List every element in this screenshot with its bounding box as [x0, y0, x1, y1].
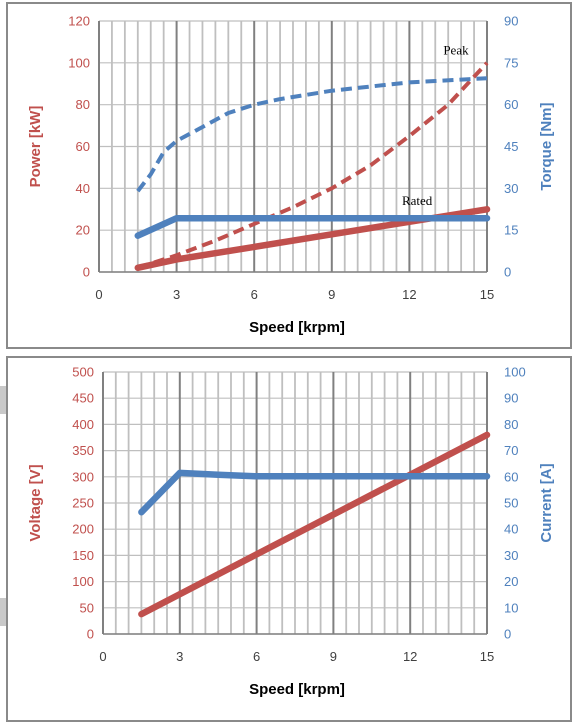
power-torque-series-line-blue-solid: [134, 214, 491, 239]
power-torque-chart: 0 3 6 9 12 15 0 20 40 60 80 100 120 0 15 30 45 60 75 90 Spee…: [27, 14, 555, 337]
x-tick-label: 3: [173, 287, 180, 302]
right-y-tick-label: 100: [504, 365, 526, 380]
voltage-current-grid: [102, 371, 488, 635]
power-torque-grid: [98, 20, 488, 273]
x-tick-label: 0: [95, 287, 102, 302]
left-y-tick-label: 300: [72, 469, 94, 484]
left-y-tick-label: 20: [76, 223, 90, 238]
left-y-tick-label: 40: [76, 181, 90, 196]
voltage-current-series-line-red-solid: [138, 431, 491, 618]
x-tick-label: 9: [330, 649, 337, 664]
right-y-tick-label: 60: [504, 469, 518, 484]
right-y-tick-label: 0: [504, 265, 511, 280]
x-tick-label: 12: [402, 287, 416, 302]
left-y-tick-label: 60: [76, 139, 90, 154]
left-edge-marker: [0, 386, 6, 414]
power-torque-series-line-red-dashed: [137, 61, 489, 270]
left-y-tick-label: 80: [76, 97, 90, 112]
right-y-tick-label: 0: [504, 627, 511, 642]
left-y-tick-label: 250: [72, 496, 94, 511]
left-y-tick-label: 0: [83, 265, 90, 280]
chart-annotation: Rated: [402, 193, 433, 208]
right-y-tick-label: 15: [504, 223, 518, 238]
left-y-tick-label: 120: [68, 14, 90, 29]
right-y-tick-label: 90: [504, 14, 518, 29]
left-y-tick-label: 150: [72, 548, 94, 563]
left-y-tick-label: 350: [72, 443, 94, 458]
left-y-tick-label: 500: [72, 365, 94, 380]
chart-annotation: Peak: [443, 42, 469, 57]
right-y-tick-label: 40: [504, 522, 518, 537]
x-tick-label: 12: [403, 649, 417, 664]
x-axis-title: Speed [krpm]: [249, 319, 345, 336]
left-y-tick-label: 50: [80, 600, 94, 615]
right-y-tick-label: 10: [504, 600, 518, 615]
right-y-tick-label: 30: [504, 548, 518, 563]
x-tick-label: 15: [480, 649, 494, 664]
right-y-tick-label: 90: [504, 391, 518, 406]
right-y-axis-title: Torque [Nm]: [538, 102, 555, 190]
right-y-tick-label: 80: [504, 417, 518, 432]
x-tick-label: 0: [99, 649, 106, 664]
left-y-axis-title: Voltage [V]: [27, 464, 44, 541]
voltage-current-chart: 0 3 6 9 12 1505010015020025030035040045050001…: [27, 365, 555, 699]
x-tick-label: 3: [176, 649, 183, 664]
right-y-axis-title: Current [A]: [538, 463, 555, 542]
left-y-axis-title: Power [kW]: [27, 106, 44, 188]
x-axis-title: Speed [krpm]: [249, 681, 345, 698]
right-y-tick-label: 30: [504, 181, 518, 196]
left-y-tick-label: 0: [87, 627, 94, 642]
voltage-current-chart-panel: 0 3 6 9 12 15 0 50 100 150 200 250 300 350 400 450 500 0 1…: [6, 356, 572, 722]
left-y-tick-label: 100: [72, 574, 94, 589]
power-torque-series-line-blue-dashed: [136, 76, 488, 193]
right-y-tick-label: 20: [504, 574, 518, 589]
left-y-tick-label: 400: [72, 417, 94, 432]
left-y-tick-label: 100: [68, 55, 90, 70]
x-tick-label: 6: [253, 649, 260, 664]
x-tick-label: 6: [251, 287, 258, 302]
left-edge-marker: [0, 598, 6, 626]
right-y-tick-label: 70: [504, 443, 518, 458]
right-y-tick-label: 50: [504, 496, 518, 511]
x-tick-label: 15: [480, 287, 494, 302]
right-y-tick-label: 75: [504, 55, 518, 70]
left-y-tick-label: 200: [72, 522, 94, 537]
power-torque-chart-panel: 0 3 6 9 12 15 0 20 40 60 80 100 120 0 15 30 45 60 75 90 Spee…: [6, 2, 572, 349]
right-y-tick-label: 45: [504, 139, 518, 154]
voltage-current-series-line-blue-solid: [138, 469, 491, 516]
left-y-tick-label: 450: [72, 391, 94, 406]
x-tick-label: 9: [328, 287, 335, 302]
right-y-tick-label: 60: [504, 97, 518, 112]
